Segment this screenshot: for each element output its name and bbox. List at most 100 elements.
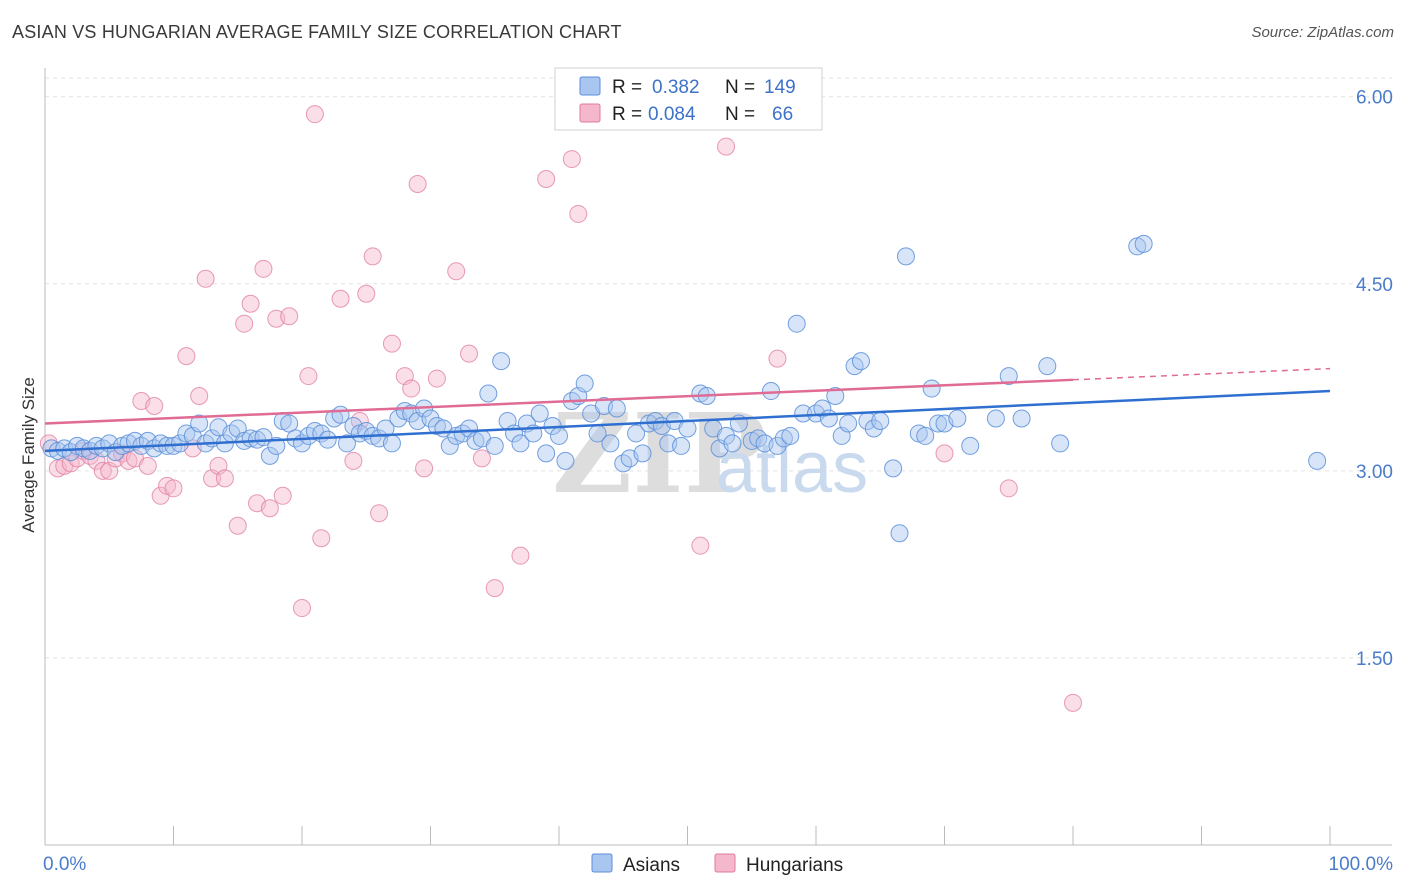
hungarian-point	[215, 469, 234, 488]
hungarian-point	[562, 150, 581, 169]
legend-hungarian-r-value: 0.084	[648, 104, 696, 125]
asian-point	[1051, 434, 1070, 453]
asian-point	[1134, 234, 1153, 253]
hungarian-point	[177, 347, 196, 366]
asian-point	[723, 434, 742, 453]
legend-asian-n-value: 149	[764, 77, 796, 98]
legend-hungarian-r-label: R =	[612, 104, 642, 125]
asian-point	[948, 409, 967, 428]
hungarian-point	[190, 387, 209, 406]
asian-point	[986, 409, 1005, 428]
hungarian-point	[305, 105, 324, 124]
asian-point	[839, 414, 858, 433]
asian-point	[884, 459, 903, 478]
asian-point	[768, 436, 787, 455]
hungarian-point	[145, 397, 164, 416]
hungarian-point	[312, 529, 331, 548]
asian-point	[511, 434, 530, 453]
asian-point	[717, 426, 736, 445]
bottom-legend-asian-label: Asians	[623, 855, 680, 876]
asian-point	[260, 446, 279, 465]
asian-point	[607, 399, 626, 418]
hungarian-point	[299, 367, 318, 386]
asian-point	[537, 444, 556, 463]
hungarian-points	[39, 105, 1082, 712]
hungarian-point	[935, 444, 954, 463]
hungarian-point	[447, 262, 466, 281]
legend-box: R = 0.382 N = 149 R = 0.084 N = 66	[554, 67, 823, 131]
hungarian-point	[357, 284, 376, 303]
asian-point	[762, 382, 781, 401]
asian-point	[485, 436, 504, 455]
asian-point	[376, 419, 395, 438]
axes	[44, 68, 1392, 846]
trend-lines	[44, 367, 1331, 453]
asian-point	[556, 451, 575, 470]
hungarian-point	[363, 247, 382, 266]
asian-point	[678, 419, 697, 438]
hungarian-point	[768, 349, 787, 368]
asian-point	[530, 404, 549, 423]
asian-point	[999, 367, 1018, 386]
legend-asian-r-label: R =	[612, 77, 642, 98]
hungarian-point	[164, 479, 183, 498]
hungarian-point	[402, 379, 421, 398]
hungarian-point	[138, 456, 157, 475]
hungarian-trend-line-extension	[1072, 367, 1331, 381]
hungarian-point	[293, 599, 311, 618]
y-tick-labels: 1.50 3.00 4.50 6.00	[1356, 88, 1393, 670]
hungarian-point	[569, 204, 588, 223]
bottom-legend-hungarian-label: Hungarians	[746, 855, 843, 876]
hungarian-point	[254, 259, 273, 278]
bottom-legend-asian-swatch	[591, 853, 613, 873]
hungarian-point	[1064, 693, 1082, 712]
hungarian-point	[280, 307, 299, 326]
hungarian-point	[691, 536, 710, 555]
asian-point	[479, 384, 498, 403]
asian-point	[787, 314, 806, 333]
asian-point	[318, 430, 337, 449]
asian-point	[1038, 357, 1057, 376]
hungarian-point	[537, 170, 556, 189]
hungarian-point	[235, 314, 254, 333]
legend-hungarian-n-label: N =	[725, 104, 755, 125]
y-axis-label: Average Family Size	[19, 377, 38, 533]
asian-point	[575, 374, 594, 393]
asian-point	[864, 419, 883, 438]
asian-point	[794, 404, 813, 423]
hungarian-point	[717, 137, 736, 156]
source-label: Source: ZipAtlas.com	[1251, 24, 1394, 41]
asian-point	[1012, 409, 1031, 428]
hungarian-point	[331, 289, 350, 308]
grid-lines	[45, 77, 1392, 659]
hungarian-point	[93, 461, 112, 480]
chart-title: ASIAN VS HUNGARIAN AVERAGE FAMILY SIZE C…	[12, 22, 622, 42]
y-tick-label-0: 1.50	[1356, 649, 1393, 670]
asian-point	[190, 414, 209, 433]
legend-asian-n-label: N =	[725, 77, 755, 98]
x-tick-labels: 0.0% 100.0%	[43, 854, 1393, 875]
legend-asian-swatch	[579, 76, 601, 96]
asian-point	[916, 426, 935, 445]
hungarian-point	[408, 175, 427, 194]
asian-point	[267, 436, 286, 455]
hungarian-point	[196, 269, 215, 288]
bottom-legend: Asians Hungarians	[591, 853, 843, 876]
y-tick-label-1: 3.00	[1356, 462, 1393, 483]
hungarian-trend-line	[44, 378, 1074, 425]
legend-hungarian-n-value: 66	[772, 104, 793, 125]
asian-point	[871, 411, 890, 430]
legend-hungarian-swatch	[579, 103, 601, 123]
hungarian-point	[485, 579, 504, 598]
y-tick-label-3: 6.00	[1356, 88, 1393, 109]
hungarian-point	[228, 516, 247, 535]
x-tick-label-0: 0.0%	[43, 854, 86, 875]
legend-asian-r-value: 0.382	[652, 77, 700, 98]
asian-point	[851, 352, 870, 371]
asian-point	[929, 414, 948, 433]
watermark-zip: ZIP	[552, 389, 766, 518]
asian-point	[826, 387, 845, 406]
asian-trend-line	[44, 389, 1331, 453]
hungarian-point	[415, 459, 434, 478]
